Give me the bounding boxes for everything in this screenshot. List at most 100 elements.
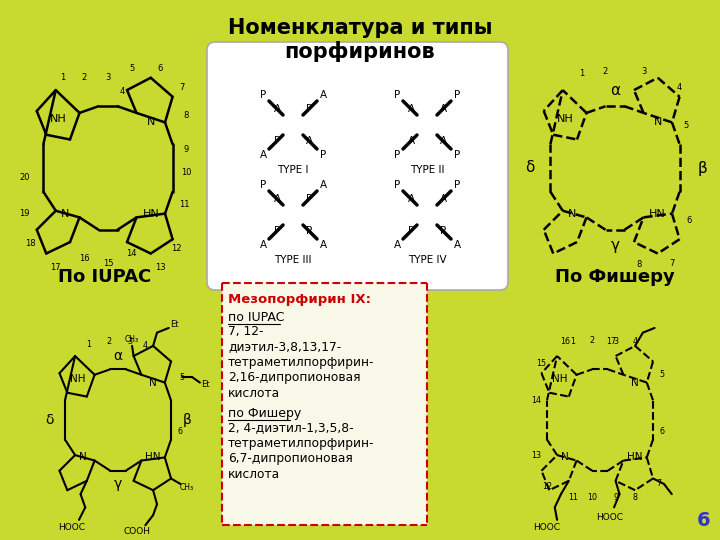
Text: P: P bbox=[274, 136, 280, 146]
Text: A: A bbox=[439, 104, 446, 114]
Text: 20: 20 bbox=[19, 173, 30, 182]
Text: A: A bbox=[274, 194, 281, 204]
Text: P: P bbox=[306, 194, 312, 204]
Text: 6: 6 bbox=[660, 427, 665, 436]
Text: Мезопорфирин IX:: Мезопорфирин IX: bbox=[228, 293, 371, 306]
Text: A: A bbox=[408, 104, 415, 114]
Text: 7: 7 bbox=[656, 480, 661, 489]
Text: 7: 7 bbox=[670, 259, 675, 267]
Text: A: A bbox=[259, 150, 266, 160]
Text: 7: 7 bbox=[179, 83, 185, 92]
Text: 16: 16 bbox=[560, 338, 570, 347]
Text: TYPE III: TYPE III bbox=[274, 255, 312, 265]
Text: 19: 19 bbox=[19, 209, 30, 218]
Text: N: N bbox=[149, 377, 157, 388]
Text: A: A bbox=[320, 180, 327, 190]
Text: N: N bbox=[568, 208, 577, 219]
Text: 6: 6 bbox=[178, 427, 183, 436]
Text: 15: 15 bbox=[536, 359, 546, 368]
Text: A: A bbox=[320, 240, 327, 250]
Text: TYPE IV: TYPE IV bbox=[408, 255, 446, 265]
Text: 5: 5 bbox=[179, 373, 184, 382]
Text: α: α bbox=[610, 83, 620, 98]
Text: 5: 5 bbox=[129, 64, 135, 73]
Text: 1: 1 bbox=[570, 338, 575, 347]
Text: NH: NH bbox=[50, 113, 67, 124]
Text: Номенклатура и типы
порфиринов: Номенклатура и типы порфиринов bbox=[228, 18, 492, 63]
Text: Et: Et bbox=[201, 380, 210, 389]
Text: 9: 9 bbox=[613, 494, 618, 503]
Text: A: A bbox=[259, 240, 266, 250]
Text: 4: 4 bbox=[677, 83, 683, 92]
Text: COOH: COOH bbox=[124, 527, 151, 536]
Text: P: P bbox=[394, 90, 400, 100]
Text: A: A bbox=[320, 90, 327, 100]
Text: 14: 14 bbox=[531, 396, 541, 405]
Text: P: P bbox=[260, 180, 266, 190]
Text: 10: 10 bbox=[181, 168, 191, 177]
Text: N: N bbox=[79, 453, 87, 462]
Text: P: P bbox=[306, 226, 312, 236]
Text: HN: HN bbox=[649, 208, 666, 219]
Text: 3: 3 bbox=[127, 338, 132, 347]
Text: A: A bbox=[408, 194, 415, 204]
Text: δ: δ bbox=[45, 413, 53, 427]
Text: CH₃: CH₃ bbox=[179, 483, 194, 491]
Text: 4: 4 bbox=[633, 338, 638, 347]
Text: 3: 3 bbox=[613, 338, 618, 347]
Text: по IUPAC: по IUPAC bbox=[228, 311, 284, 324]
Text: 8: 8 bbox=[636, 260, 642, 269]
Text: 4: 4 bbox=[143, 341, 148, 350]
Text: 12: 12 bbox=[542, 482, 552, 491]
Text: 17: 17 bbox=[50, 263, 61, 272]
Text: N: N bbox=[561, 453, 569, 462]
Text: 17: 17 bbox=[607, 338, 617, 347]
Text: α: α bbox=[114, 349, 122, 363]
Text: 16: 16 bbox=[79, 254, 89, 263]
Text: 2, 4-диэтил-1,3,5,8-
тетраметилпорфирин-
6,7-дипропионовая
кислота: 2, 4-диэтил-1,3,5,8- тетраметилпорфирин-… bbox=[228, 421, 374, 481]
Text: HOOC: HOOC bbox=[596, 513, 623, 522]
Text: 2: 2 bbox=[603, 66, 608, 76]
Text: β: β bbox=[698, 160, 707, 176]
Text: P: P bbox=[260, 90, 266, 100]
Text: A: A bbox=[454, 240, 461, 250]
Text: P: P bbox=[274, 226, 280, 236]
Text: A: A bbox=[305, 136, 312, 146]
Text: 14: 14 bbox=[127, 249, 137, 258]
Text: 1: 1 bbox=[579, 69, 585, 78]
Text: по Фишеру: по Фишеру bbox=[228, 407, 301, 420]
Bar bbox=[222, 283, 427, 525]
Text: NH: NH bbox=[557, 113, 574, 124]
Text: P: P bbox=[440, 226, 446, 236]
Text: P: P bbox=[454, 150, 460, 160]
Text: 1: 1 bbox=[86, 340, 91, 349]
Text: 11: 11 bbox=[179, 200, 189, 208]
Text: P: P bbox=[394, 180, 400, 190]
Text: NH: NH bbox=[552, 374, 567, 384]
Text: β: β bbox=[182, 413, 191, 427]
Text: 6: 6 bbox=[686, 216, 692, 225]
Text: 12: 12 bbox=[171, 244, 181, 253]
Text: 1: 1 bbox=[60, 73, 65, 82]
Text: N: N bbox=[147, 117, 155, 127]
Text: P: P bbox=[320, 150, 326, 160]
Text: N: N bbox=[631, 377, 639, 388]
Text: 3: 3 bbox=[105, 73, 111, 82]
Text: 9: 9 bbox=[184, 145, 189, 153]
Text: 2: 2 bbox=[106, 338, 111, 347]
Text: A: A bbox=[408, 136, 415, 146]
Text: γ: γ bbox=[611, 238, 619, 253]
Text: 2: 2 bbox=[81, 73, 87, 82]
Text: TYPE II: TYPE II bbox=[410, 165, 444, 175]
Text: HN: HN bbox=[145, 453, 161, 462]
Text: Et: Et bbox=[170, 320, 179, 329]
Text: 5: 5 bbox=[683, 121, 689, 130]
Text: 8: 8 bbox=[183, 111, 189, 120]
Text: 4: 4 bbox=[120, 87, 125, 97]
Text: 7, 12-
диэтил-3,8,13,17-
тетраметилпорфирин-
2,16-дипропионовая
кислота: 7, 12- диэтил-3,8,13,17- тетраметилпорфи… bbox=[228, 325, 374, 400]
Text: 5: 5 bbox=[660, 370, 665, 379]
FancyBboxPatch shape bbox=[207, 42, 508, 290]
Text: HN: HN bbox=[143, 208, 159, 219]
Text: 2: 2 bbox=[590, 336, 595, 345]
Text: HOOC: HOOC bbox=[58, 523, 85, 532]
